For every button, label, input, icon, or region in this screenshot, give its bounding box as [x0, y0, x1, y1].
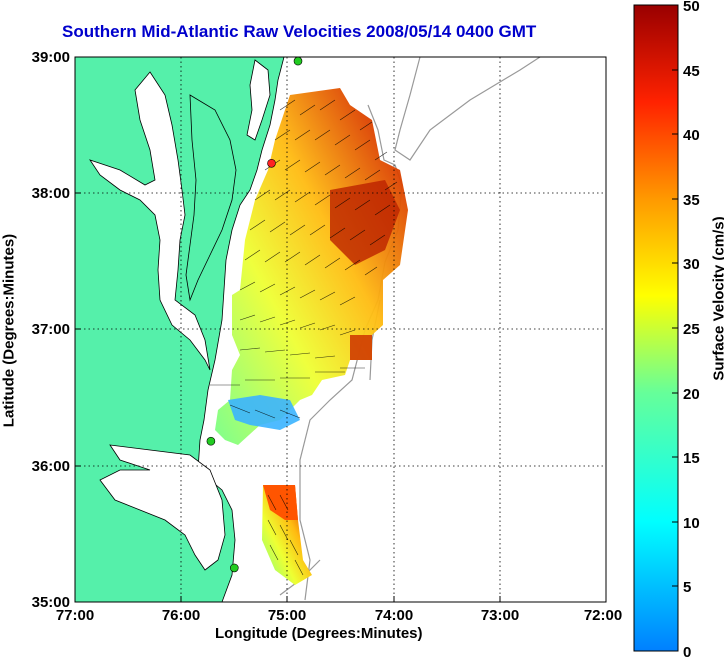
- delaware-bay: [246, 59, 271, 141]
- colorbar: [633, 4, 679, 652]
- colorbar-tick-label: 35: [683, 192, 700, 209]
- x-tick-label: 74:00: [375, 607, 413, 624]
- colorbar-tick-label: 45: [683, 63, 700, 80]
- chesapeake-bay: [89, 71, 211, 371]
- map-tick-marks: [74, 56, 607, 603]
- x-axis-label: Longitude (Degrees:Minutes): [215, 625, 423, 642]
- colorbar-label: Surface Velocity (cm/s): [710, 216, 724, 381]
- y-axis-label: Latitude (Degrees:Minutes): [0, 233, 18, 428]
- x-tick-label: 77:00: [56, 607, 94, 624]
- delmarva-peninsula: [185, 94, 237, 302]
- cape-may-station: [267, 159, 276, 168]
- colorbar-tick-label: 5: [683, 579, 691, 596]
- pamlico-sound: [99, 444, 226, 571]
- y-tick-label: 36:00: [32, 458, 70, 475]
- y-tick-label: 38:00: [32, 185, 70, 202]
- colorbar-tick-label: 20: [683, 386, 700, 403]
- y-tick-label: 37:00: [32, 321, 70, 338]
- north-station: [293, 57, 303, 66]
- map-title: Southern Mid-Atlantic Raw Velocities 200…: [62, 22, 537, 41]
- colorbar-tick-label: 50: [683, 0, 700, 15]
- colorbar-ticks: [672, 4, 678, 652]
- y-tick-label: 35:00: [32, 594, 70, 611]
- y-tick-label: 39:00: [32, 49, 70, 66]
- x-tick-label: 73:00: [481, 607, 519, 624]
- colorbar-tick-label: 40: [683, 127, 700, 144]
- x-tick-label: 76:00: [162, 607, 200, 624]
- colorbar-tick-label: 15: [683, 450, 700, 467]
- hatteras-station: [230, 563, 239, 573]
- colorbar-tick-label: 0: [683, 644, 691, 659]
- duck-station: [206, 436, 216, 446]
- x-tick-label: 72:00: [584, 607, 622, 624]
- x-tick-label: 75:00: [268, 607, 306, 624]
- colorbar-tick-label: 30: [683, 256, 700, 273]
- colorbar-tick-label: 25: [683, 321, 700, 338]
- map-grid: [75, 57, 606, 602]
- colorbar-tick-label: 10: [683, 515, 700, 532]
